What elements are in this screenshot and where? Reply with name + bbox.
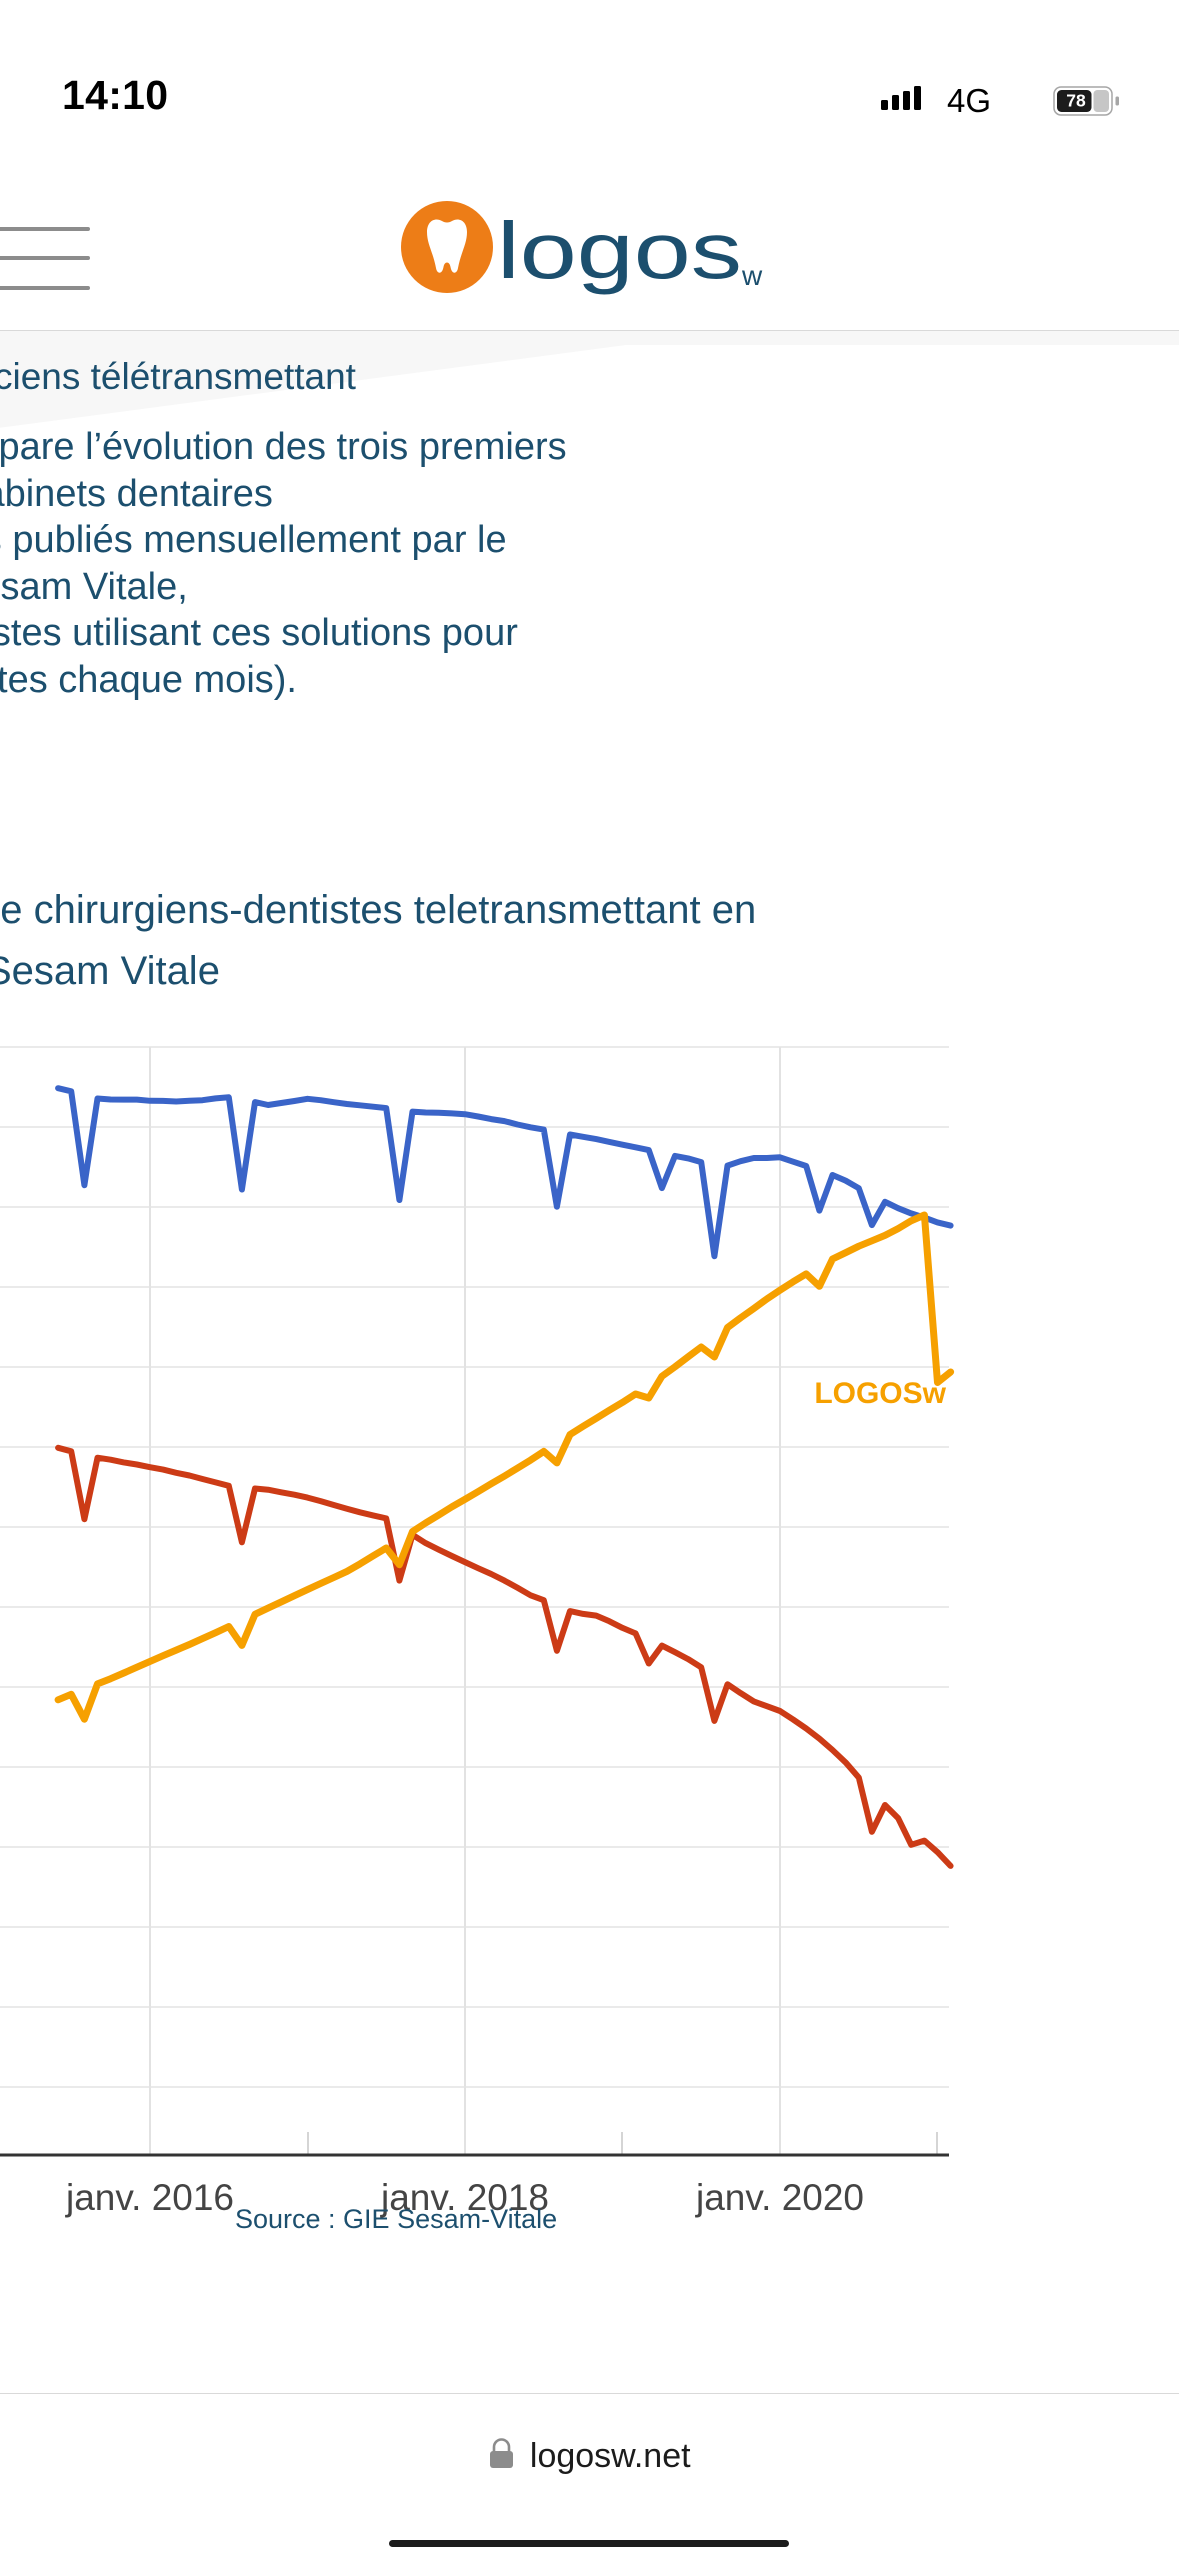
- svg-text:janv. 2016: janv. 2016: [65, 2177, 234, 2218]
- svg-text:janv. 2020: janv. 2020: [695, 2177, 864, 2218]
- svg-text:LOGOSw: LOGOSw: [814, 1377, 946, 1410]
- svg-text:Source : GIE Sesam-Vitale: Source : GIE Sesam-Vitale: [235, 2204, 557, 2234]
